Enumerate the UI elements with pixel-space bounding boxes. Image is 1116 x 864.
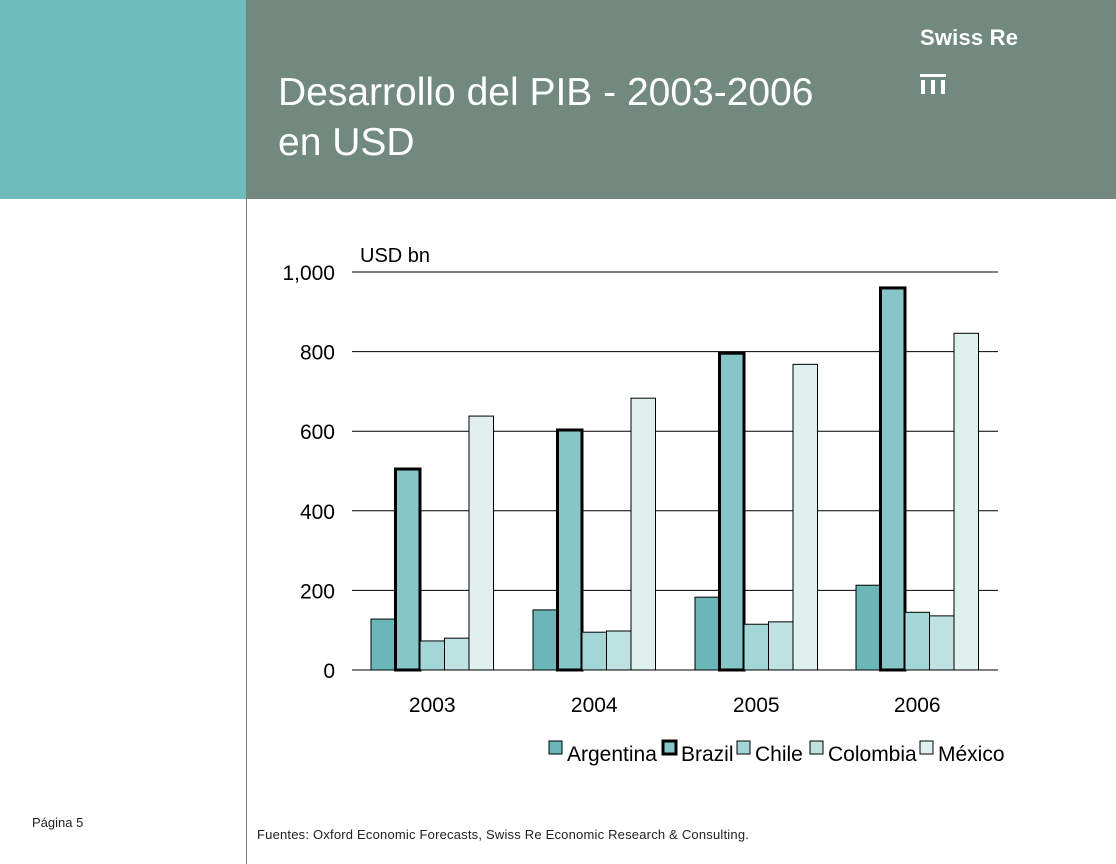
bar-chile-2004: [581, 631, 607, 671]
legend-swatch-argentina: [548, 740, 563, 755]
legend-label-chile: Chile: [755, 743, 803, 766]
y-tick-label-200: 200: [300, 580, 335, 603]
y-tick-label-1000: 1,000: [282, 262, 335, 285]
bar-argentina-2006: [855, 584, 881, 671]
page-title: Desarrollo del PIB - 2003-2006 en USD: [278, 68, 898, 168]
bar-mxico-2006: [953, 332, 979, 671]
y-tick-label-800: 800: [300, 342, 335, 365]
page-number: Página 5: [32, 815, 84, 830]
legend-label-colombia: Colombia: [828, 743, 917, 766]
bar-colombia-2004: [606, 630, 632, 671]
legend-swatch-mxico: [919, 740, 934, 755]
bar-chile-2005: [743, 623, 769, 671]
bar-argentina-2003: [370, 618, 396, 671]
bar-colombia-2006: [929, 615, 955, 671]
y-tick-label-400: 400: [300, 501, 335, 524]
bar-colombia-2003: [444, 637, 470, 671]
source-note: Fuentes: Oxford Economic Forecasts, Swis…: [257, 827, 750, 842]
legend-swatch-brazil: [661, 739, 678, 756]
legend-label-brazil: Brazil: [681, 743, 734, 766]
bar-chile-2003: [419, 640, 445, 671]
header-banner: [246, 0, 1116, 199]
bar-argentina-2004: [532, 609, 558, 671]
y-axis-label: USD bn: [360, 245, 430, 267]
bar-mxico-2003: [468, 415, 494, 671]
bar-brazil-2006: [879, 286, 907, 672]
x-tick-label-2005: 2005: [733, 694, 780, 717]
bar-chile-2006: [904, 611, 930, 671]
left-divider-line: [246, 199, 247, 864]
teal-accent-block: [0, 0, 246, 199]
bar-argentina-2005: [694, 596, 720, 671]
bar-mxico-2005: [792, 363, 818, 671]
bar-brazil-2004: [556, 428, 584, 672]
x-tick-label-2006: 2006: [894, 694, 941, 717]
legend-label-argentina: Argentina: [567, 743, 657, 766]
x-tick-label-2004: 2004: [571, 694, 618, 717]
legend-swatch-chile: [736, 740, 751, 755]
bar-brazil-2005: [718, 351, 746, 672]
legend-label-mxico: México: [938, 743, 1005, 766]
brand-name: Swiss Re: [920, 25, 1019, 50]
x-tick-label-2003: 2003: [409, 694, 456, 717]
bar-colombia-2005: [768, 621, 794, 671]
bar-mxico-2004: [630, 397, 656, 671]
swiss-re-logo-icon: [920, 74, 946, 94]
y-tick-label-600: 600: [300, 421, 335, 444]
legend-swatch-colombia: [809, 740, 824, 755]
bar-brazil-2003: [394, 467, 422, 672]
page-title-line-2: en USD: [278, 121, 415, 164]
page-title-line-1: Desarrollo del PIB - 2003-2006: [278, 71, 814, 114]
y-tick-label-0: 0: [323, 660, 335, 683]
